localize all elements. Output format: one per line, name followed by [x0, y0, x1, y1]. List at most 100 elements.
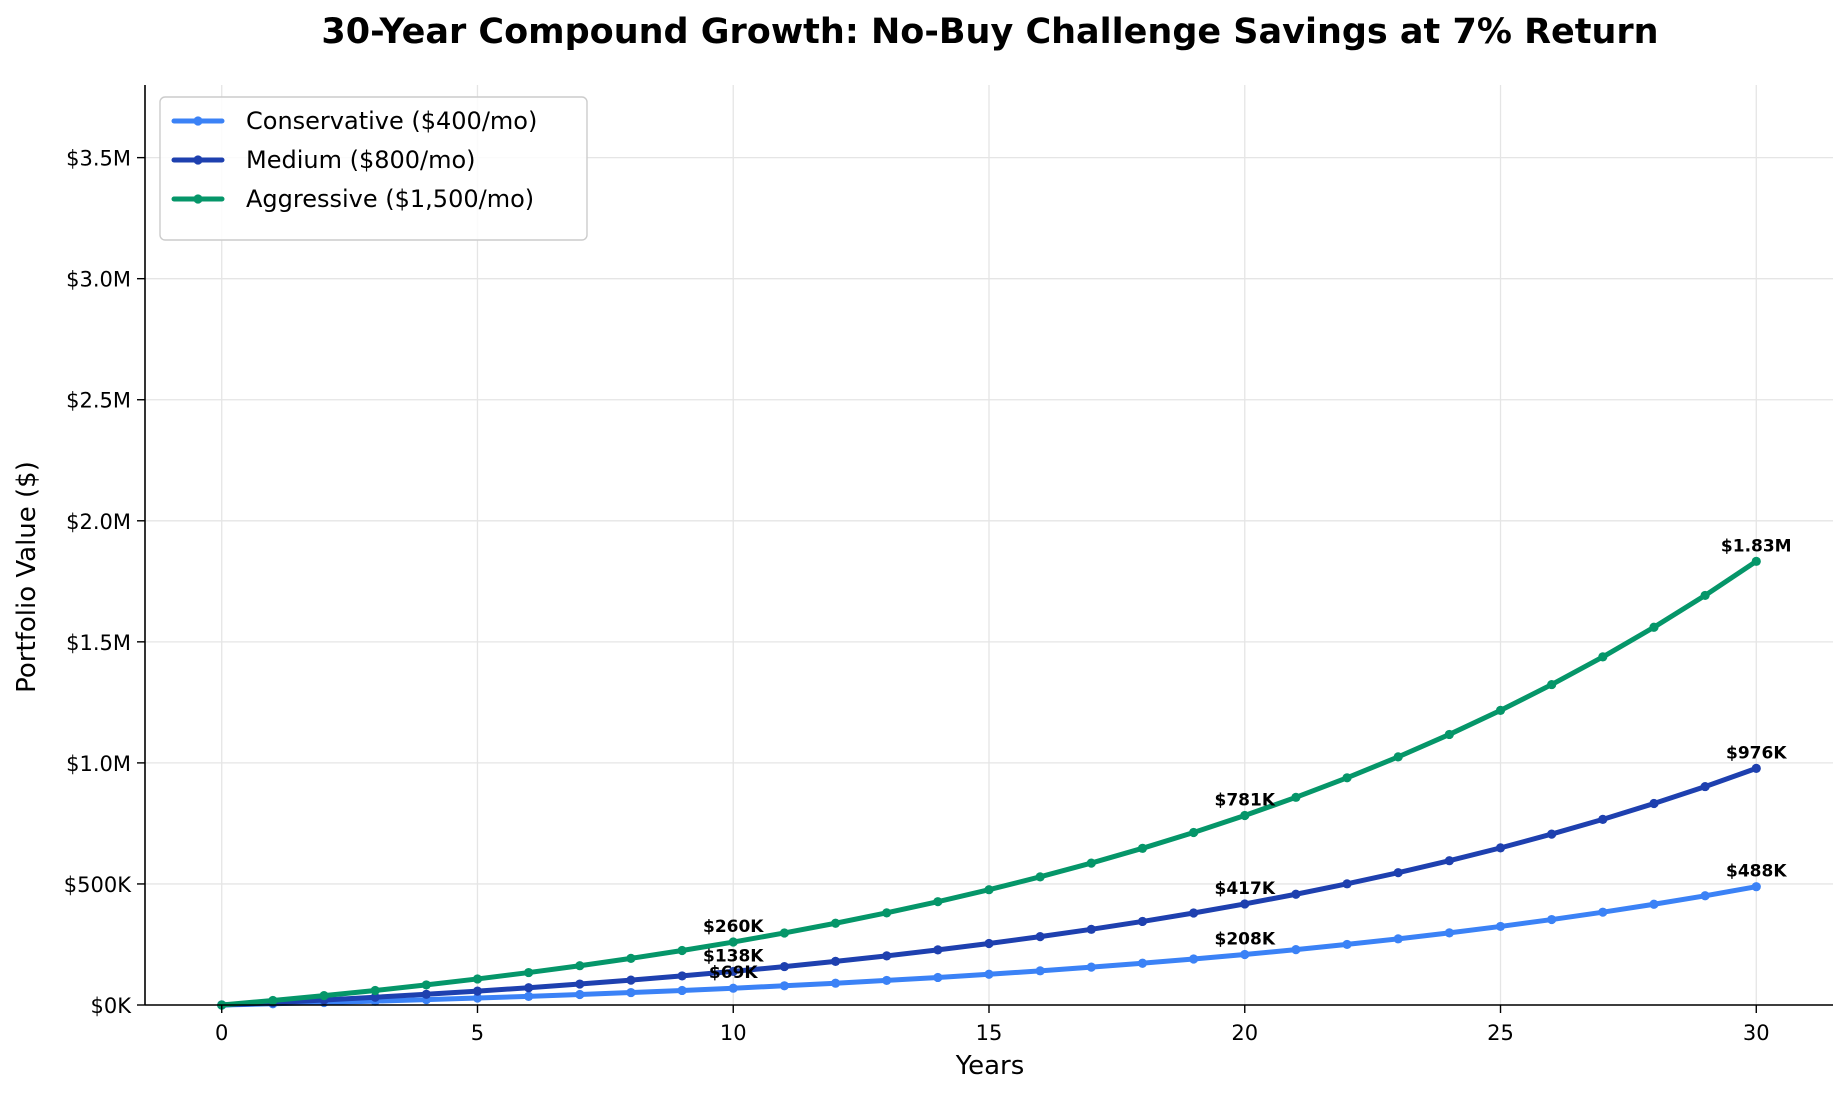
data-point: [1342, 879, 1352, 889]
data-point: [1700, 590, 1710, 601]
data-point: [1649, 622, 1659, 632]
data-point: [779, 928, 789, 938]
data-point: [1189, 954, 1199, 964]
data-point: [524, 967, 534, 978]
data-point: [728, 966, 738, 977]
x-tick-label: 20: [1231, 1021, 1258, 1045]
series-1: [217, 763, 1761, 1010]
data-point: [421, 980, 431, 990]
data-point: [1649, 798, 1659, 809]
data-label: $69K: [709, 963, 758, 983]
data-point: [319, 991, 329, 1001]
data-point: [984, 969, 994, 979]
legend-label: Medium ($800/mo): [246, 146, 476, 174]
series-lines: [217, 556, 1761, 1010]
data-point: [524, 991, 534, 1001]
legend: Conservative ($400/mo) Medium ($800/mo) Ag…: [159, 96, 588, 241]
data-point: [882, 975, 892, 986]
y-tick-label: $1.0M: [66, 752, 131, 776]
data-label: $138K: [703, 946, 764, 966]
y-tick-label: $2.5M: [66, 389, 131, 413]
data-point: [1240, 899, 1250, 909]
data-point: [1240, 949, 1250, 960]
data-point: [1086, 858, 1096, 868]
data-point: [1291, 889, 1301, 899]
data-label: $417K: [1215, 879, 1276, 899]
data-point: [575, 961, 585, 971]
data-point: [882, 951, 892, 961]
legend-label: Conservative ($400/mo): [246, 107, 537, 135]
data-point: [1547, 914, 1557, 925]
x-tick-label: 15: [976, 1021, 1003, 1045]
data-point: [370, 992, 380, 1002]
data-label: $488K: [1726, 862, 1787, 882]
data-point: [1751, 763, 1761, 773]
data-point: [1751, 882, 1761, 892]
x-tick-label: 5: [471, 1021, 484, 1045]
data-point: [1444, 729, 1454, 740]
legend-item: Medium ($800/mo): [171, 146, 476, 174]
data-point: [524, 983, 534, 993]
data-point: [575, 989, 585, 1000]
data-point: [1700, 891, 1710, 901]
data-point: [830, 956, 841, 967]
data-point: [626, 987, 636, 998]
data-point: [626, 953, 636, 963]
data-point: [1393, 868, 1403, 878]
data-point: [1598, 907, 1608, 917]
data-annotations: $69K $208K $488K $138K $417K $976K $260K $781K $…: [703, 536, 1792, 983]
data-point: [1547, 679, 1557, 690]
data-point: [1444, 856, 1454, 866]
y-tick-label: $1.5M: [66, 631, 131, 655]
data-point: [1240, 810, 1250, 821]
data-label: $208K: [1215, 929, 1276, 949]
data-point: [984, 938, 994, 949]
data-point: [1495, 843, 1506, 853]
data-point: [1189, 908, 1199, 918]
data-point: [1495, 921, 1506, 932]
data-label: $1.83M: [1721, 536, 1792, 556]
data-point: [1649, 899, 1659, 909]
data-point: [1700, 781, 1710, 792]
y-axis-label: Portfolio Value ($): [12, 461, 42, 693]
data-point: [1137, 843, 1148, 853]
legend-item: Aggressive ($1,500/mo): [171, 185, 534, 213]
data-point: [933, 945, 943, 955]
data-point: [1598, 814, 1608, 824]
data-point: [1495, 705, 1506, 715]
y-tick-label: $500K: [64, 873, 132, 897]
series-2: [217, 556, 1761, 1010]
chart-title: 30-Year Compound Growth: No-Buy Challeng…: [321, 12, 1658, 52]
data-point: [1086, 962, 1096, 972]
data-label: $976K: [1726, 743, 1787, 763]
y-tick-label: $3.5M: [66, 147, 131, 171]
data-point: [575, 979, 585, 989]
y-tick-label: $3.0M: [66, 268, 131, 292]
grid-lines: [145, 85, 1833, 1006]
data-point: [779, 981, 789, 991]
data-point: [472, 986, 483, 996]
data-point: [677, 945, 687, 956]
data-point: [728, 937, 738, 947]
data-point: [1086, 924, 1096, 934]
data-point: [1137, 958, 1148, 968]
data-point: [677, 985, 687, 996]
axis-ticks: 0 5 10 15 20 25 30 $0K $500K $1.0M $1.5M $2.0M $2.5M…: [64, 147, 1770, 1045]
legend-marker: [193, 155, 203, 165]
x-tick-label: 30: [1743, 1021, 1770, 1045]
data-point: [472, 974, 483, 984]
data-point: [1342, 773, 1352, 783]
data-point: [268, 995, 278, 1006]
data-point: [370, 985, 380, 996]
data-point: [1035, 966, 1045, 976]
data-point: [1035, 872, 1045, 882]
data-point: [1393, 752, 1403, 762]
data-point: [933, 972, 943, 983]
x-tick-label: 0: [215, 1021, 228, 1045]
x-axis-label: Years: [955, 1051, 1025, 1081]
data-point: [1189, 827, 1199, 838]
legend-box: [159, 96, 588, 241]
data-point: [1547, 829, 1557, 839]
data-point: [933, 897, 943, 907]
